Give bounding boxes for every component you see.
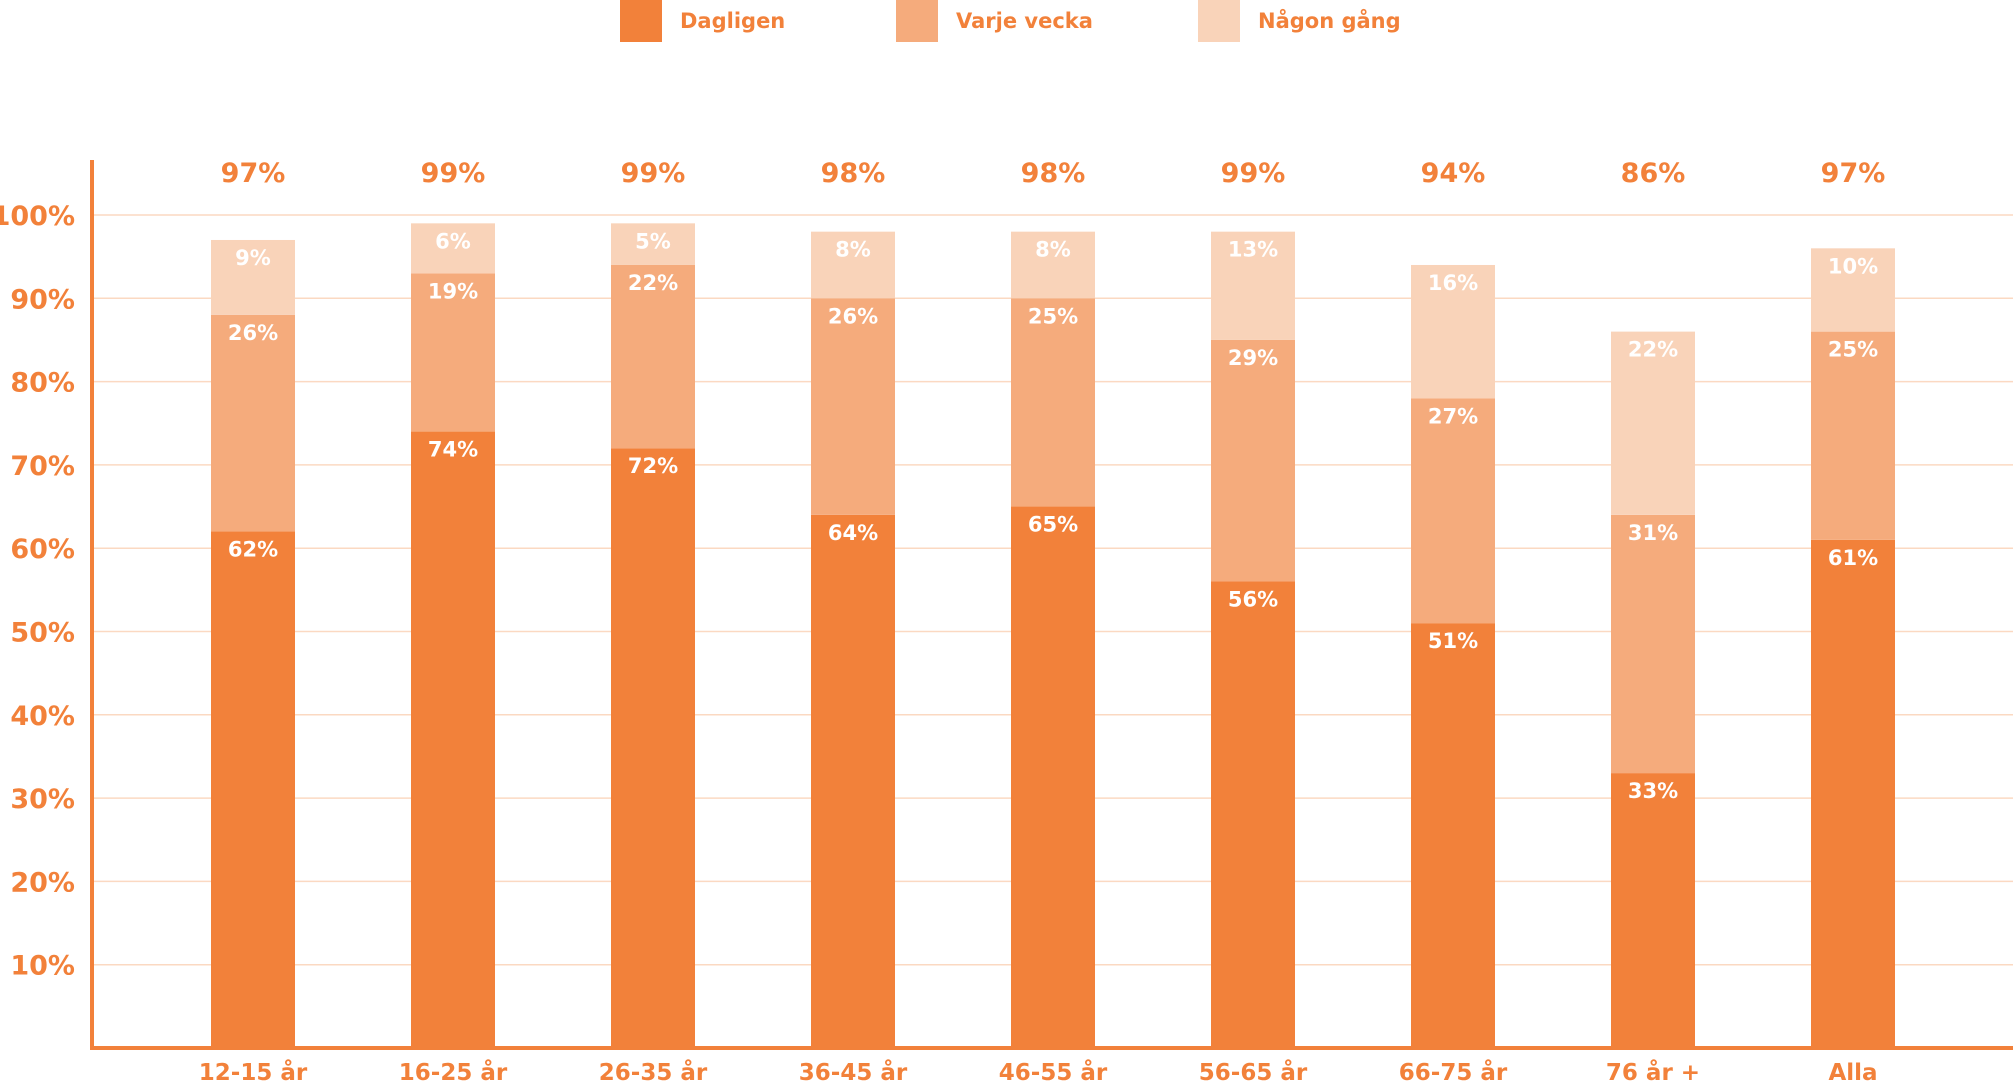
legend-label: Någon gång xyxy=(1258,8,1401,33)
total-label: 99% xyxy=(1221,158,1286,189)
bar-segment xyxy=(1411,264,1495,399)
data-label: 26% xyxy=(828,304,878,328)
y-tick-label: 50% xyxy=(10,618,75,649)
bar-segment xyxy=(811,514,895,1048)
data-label: 51% xyxy=(1428,629,1478,653)
y-tick-label: 90% xyxy=(10,284,75,315)
total-label: 97% xyxy=(221,158,286,189)
bar-segment xyxy=(1811,331,1895,540)
data-label: 25% xyxy=(1028,304,1078,328)
bar-segment xyxy=(211,314,295,532)
x-tick-label: 46-55 år xyxy=(999,1059,1108,1086)
x-tick-label: 56-65 år xyxy=(1199,1059,1308,1086)
bar-segment xyxy=(1211,339,1295,582)
data-label: 62% xyxy=(228,538,278,562)
legend-swatch xyxy=(896,0,938,42)
data-label: 33% xyxy=(1628,779,1678,803)
bar-segment xyxy=(1611,773,1695,1048)
bar-segment xyxy=(411,223,495,274)
bar-segment xyxy=(1811,539,1895,1048)
total-label: 98% xyxy=(1021,158,1086,189)
data-label: 26% xyxy=(228,321,278,345)
legend-swatch xyxy=(620,0,662,42)
bar-segment xyxy=(611,448,695,1048)
total-label: 99% xyxy=(621,158,686,189)
data-label: 64% xyxy=(828,521,878,545)
legend-label: Dagligen xyxy=(680,9,785,33)
y-axis-ticks: 10% 20% 30% 40% 50% 60% 70% 80% 90% 100% xyxy=(0,201,75,982)
total-label: 97% xyxy=(1821,158,1886,189)
total-label: 94% xyxy=(1421,158,1486,189)
data-label: 65% xyxy=(1028,513,1078,537)
bar-segment xyxy=(1611,514,1695,774)
data-label: 8% xyxy=(1035,238,1071,262)
data-label: 56% xyxy=(1228,588,1278,612)
x-tick-label: 26-35 år xyxy=(599,1059,708,1086)
bar-segment xyxy=(611,223,695,265)
legend: Dagligen Varje vecka Någon gång xyxy=(620,0,1401,42)
bar-segment xyxy=(811,298,895,515)
data-label: 13% xyxy=(1228,238,1278,262)
bars: 62% 26% 9% 97% 74% 19% 6% 99% 72% 22% 5% 99% 64% 26% 8… xyxy=(211,158,1895,1049)
data-label: 61% xyxy=(1828,546,1878,570)
legend-swatch xyxy=(1198,0,1240,42)
bar-segment xyxy=(1011,506,1095,1048)
data-label: 31% xyxy=(1628,521,1678,545)
y-tick-label: 80% xyxy=(10,368,75,399)
data-label: 25% xyxy=(1828,338,1878,362)
bar-segment xyxy=(1411,623,1495,1048)
data-label: 6% xyxy=(435,229,471,253)
x-tick-label: 66-75 år xyxy=(1399,1059,1508,1086)
data-label: 72% xyxy=(628,454,678,478)
data-label: 27% xyxy=(1428,404,1478,428)
bar-segment xyxy=(611,264,695,449)
y-tick-label: 40% xyxy=(10,701,75,732)
bar-segment xyxy=(1211,231,1295,340)
data-label: 9% xyxy=(235,246,271,270)
bar-segment xyxy=(211,531,295,1048)
data-label: 10% xyxy=(1828,254,1878,278)
x-tick-label: Alla xyxy=(1828,1060,1877,1086)
x-axis-ticks: 12-15 år 16-25 år 26-35 år 36-45 år 46-55 år… xyxy=(199,1059,1878,1086)
y-tick-label: 70% xyxy=(10,451,75,482)
data-label: 29% xyxy=(1228,346,1278,370)
bar-segment xyxy=(1411,398,1495,624)
bar-segment xyxy=(1011,231,1095,299)
bar-segment xyxy=(411,273,495,432)
y-tick-label: 20% xyxy=(10,867,75,898)
y-tick-label: 100% xyxy=(0,201,75,232)
x-tick-label: 76 år + xyxy=(1606,1059,1700,1086)
bar-segment xyxy=(411,431,495,1049)
bar-segment xyxy=(211,239,295,315)
data-label: 74% xyxy=(428,438,478,462)
total-label: 99% xyxy=(421,158,486,189)
x-tick-label: 16-25 år xyxy=(399,1059,508,1086)
legend-label: Varje vecka xyxy=(956,9,1093,33)
data-label: 19% xyxy=(428,279,478,303)
bar-segment xyxy=(1811,248,1895,332)
bar-segment xyxy=(811,231,895,299)
y-tick-label: 30% xyxy=(10,784,75,815)
data-label: 8% xyxy=(835,238,871,262)
data-label: 22% xyxy=(628,271,678,295)
x-tick-label: 36-45 år xyxy=(799,1059,908,1086)
data-label: 5% xyxy=(635,229,671,253)
x-tick-label: 12-15 år xyxy=(199,1059,308,1086)
bar-segment xyxy=(1011,298,1095,507)
y-tick-label: 60% xyxy=(10,534,75,565)
total-label: 98% xyxy=(821,158,886,189)
axes xyxy=(90,160,2013,1050)
data-label: 22% xyxy=(1628,338,1678,362)
bar-segment xyxy=(1611,331,1695,515)
data-label: 16% xyxy=(1428,271,1478,295)
total-label: 86% xyxy=(1621,158,1686,189)
y-tick-label: 10% xyxy=(10,951,75,982)
bar-segment xyxy=(1211,581,1295,1048)
